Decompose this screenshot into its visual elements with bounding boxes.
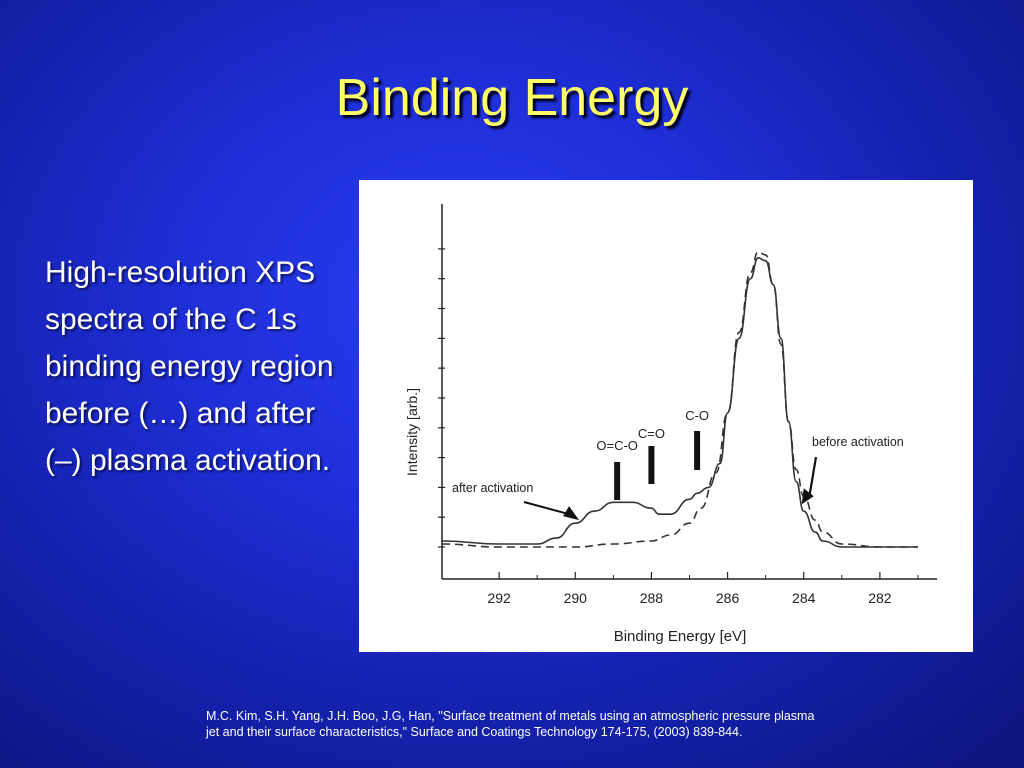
xps-chart-svg: 292 290 288 286 284 282 O=C-OC=O C-O after acti… [404,204,937,645]
citation-line-1: M.C. Kim, S.H. Yang, J.H. Boo, J.G, Han,… [206,709,815,723]
slide-description: High-resolution XPS spectra of the C 1s … [45,256,334,477]
peak-marker-c-o-double [648,446,655,484]
arrow-after-activation [523,501,570,516]
series-line-before-activation [441,251,918,548]
x-tick-label-290: 290 [564,590,588,606]
arrowhead-before-activation [801,488,814,505]
xps-chart: 292 290 288 286 284 282 O=C-O C=O C-O after acti… [359,180,973,652]
x-axis-label: Binding Energy [eV] [614,628,747,645]
peak-marker-c-o-single [694,431,701,470]
citation: M.C. Kim, S.H. Yang, J.H. Boo, J.G, Han,… [206,708,926,740]
x-tick-label-288: 288 [640,590,664,606]
chart-series [441,251,918,548]
annotation-after-activation: after activation [452,481,533,495]
slide-title: Binding Energy [335,69,689,127]
annotation-before-activation: before activation [812,435,904,449]
x-tick-label-282: 282 [868,590,892,606]
series-line-after-activation [441,256,918,548]
y-ticks [438,248,445,548]
peak-label-c-o-double: C=O [638,426,665,441]
peak-label-c-o-single: C-O [685,408,709,423]
chart-annotations: O=C-OC=O C-O after activation before activa… [452,408,904,521]
arrow-before-activation [808,456,818,495]
peak-marker-o-c-o [614,462,621,500]
x-tick-label-286: 286 [716,590,740,606]
x-ticks: 292 290 288 286 284 282 [487,572,919,606]
peak-label-o-c-o: O=C-O [596,438,638,453]
y-axis-label: Intensity [arb.] [404,388,420,476]
x-tick-label-292: 292 [487,590,511,606]
arrowhead-after-activation [563,506,580,521]
x-tick-label-284: 284 [792,590,816,606]
citation-line-2: jet and their surface characteristics," … [206,725,743,739]
